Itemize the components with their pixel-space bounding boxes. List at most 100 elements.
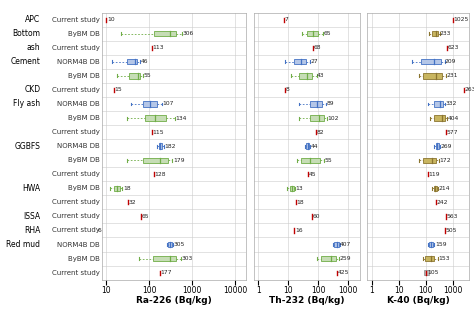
Text: ByBM DB: ByBM DB [68, 115, 100, 121]
Text: ByBM DB: ByBM DB [68, 157, 100, 163]
Bar [423, 158, 436, 163]
Text: 55: 55 [144, 73, 152, 78]
Text: 10: 10 [107, 17, 114, 22]
Bar [127, 59, 137, 64]
Text: ByBM DB: ByBM DB [68, 31, 100, 37]
Bar [145, 115, 166, 121]
Text: 15: 15 [114, 88, 122, 93]
Text: 8: 8 [286, 88, 290, 93]
Text: Current study: Current study [52, 129, 100, 135]
Text: 13: 13 [296, 186, 303, 191]
Bar [434, 115, 445, 121]
Text: NORM4B DB: NORM4B DB [57, 143, 100, 149]
Text: APC: APC [25, 15, 40, 24]
Text: 305: 305 [174, 242, 185, 247]
Text: 404: 404 [447, 116, 458, 120]
Text: Current study: Current study [52, 45, 100, 51]
Text: Current study: Current study [52, 199, 100, 205]
Bar [434, 185, 437, 191]
Text: Current study: Current study [52, 87, 100, 93]
X-axis label: Th-232 (Bq/kg): Th-232 (Bq/kg) [269, 296, 345, 305]
Text: 153: 153 [438, 256, 450, 261]
Text: Current study: Current study [52, 17, 100, 23]
Text: 2631: 2631 [465, 88, 474, 93]
Bar [434, 101, 443, 107]
Text: 563: 563 [447, 214, 458, 219]
Bar [424, 270, 428, 275]
Text: Current study: Current study [52, 270, 100, 276]
Text: 113: 113 [152, 45, 164, 50]
Text: 407: 407 [340, 242, 352, 247]
Bar [429, 242, 433, 247]
Text: HWA: HWA [22, 184, 40, 193]
Text: 242: 242 [437, 200, 448, 205]
Text: ByBM DB: ByBM DB [68, 256, 100, 262]
Text: NORM4B DB: NORM4B DB [57, 241, 100, 247]
Text: Current study: Current study [52, 171, 100, 177]
Text: 577: 577 [447, 130, 458, 135]
Bar [159, 143, 162, 149]
Text: NORM4B DB: NORM4B DB [57, 59, 100, 65]
Bar [290, 185, 293, 191]
Text: GGBFS: GGBFS [14, 142, 40, 151]
Text: Current study: Current study [52, 213, 100, 219]
Bar [114, 185, 120, 191]
Bar [310, 101, 322, 107]
Text: 332: 332 [445, 101, 456, 106]
Text: Bottom: Bottom [12, 29, 40, 38]
X-axis label: Ra-226 (Bq/kg): Ra-226 (Bq/kg) [137, 296, 212, 305]
Bar [306, 143, 309, 149]
Text: 134: 134 [176, 116, 187, 120]
Text: 82: 82 [316, 130, 324, 135]
Text: 60: 60 [312, 214, 319, 219]
Bar [425, 256, 435, 261]
Text: 1025: 1025 [454, 17, 469, 22]
Text: 231: 231 [446, 73, 457, 78]
Text: 7: 7 [284, 17, 288, 22]
Text: 172: 172 [439, 158, 451, 163]
Text: 179: 179 [173, 158, 185, 163]
Text: 55: 55 [325, 158, 332, 163]
Bar [423, 73, 442, 79]
Text: CKD: CKD [24, 85, 40, 94]
Text: 182: 182 [164, 144, 176, 149]
Text: 425: 425 [337, 270, 349, 275]
Text: 65: 65 [142, 214, 149, 219]
Bar [299, 73, 312, 79]
Bar [154, 31, 176, 36]
Bar [436, 143, 439, 149]
Text: Current study: Current study [52, 228, 100, 234]
Text: 32: 32 [128, 200, 136, 205]
Text: 623: 623 [448, 45, 459, 50]
Text: 16: 16 [295, 228, 302, 233]
Text: ByBM DB: ByBM DB [68, 73, 100, 79]
Text: 214: 214 [439, 186, 450, 191]
Bar [143, 158, 168, 163]
Bar [307, 31, 318, 36]
Text: 259: 259 [340, 256, 351, 261]
Text: 43: 43 [317, 73, 325, 78]
Text: RHA: RHA [24, 226, 40, 235]
Bar [334, 242, 338, 247]
Text: 107: 107 [163, 101, 174, 106]
Bar [153, 256, 176, 261]
Text: 45: 45 [309, 172, 316, 177]
Bar [421, 59, 441, 64]
Text: 233: 233 [440, 31, 451, 36]
Text: 105: 105 [427, 270, 438, 275]
Text: 128: 128 [155, 172, 166, 177]
Text: 159: 159 [435, 242, 447, 247]
Text: 115: 115 [153, 130, 164, 135]
Text: 102: 102 [328, 116, 339, 120]
Text: 18: 18 [123, 186, 131, 191]
Bar [294, 59, 306, 64]
Text: 505: 505 [446, 228, 457, 233]
Bar [432, 31, 438, 36]
Text: 44: 44 [311, 144, 319, 149]
Text: Red mud: Red mud [6, 240, 40, 249]
Bar [321, 256, 336, 261]
Text: Cement: Cement [10, 57, 40, 66]
Bar [310, 115, 324, 121]
Bar [143, 101, 157, 107]
Text: 18: 18 [296, 200, 304, 205]
